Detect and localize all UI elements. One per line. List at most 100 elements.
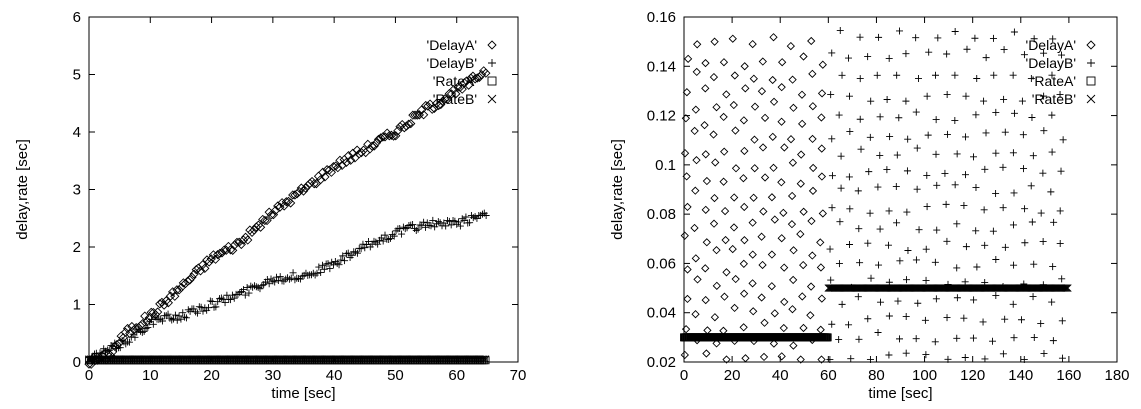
data-point [789, 159, 796, 166]
data-point [896, 257, 903, 264]
data-point [1000, 204, 1007, 211]
data-point [973, 263, 980, 270]
data-point [962, 133, 969, 140]
data-point [749, 251, 756, 258]
data-point [750, 194, 757, 201]
data-point [799, 293, 806, 300]
data-point [855, 293, 862, 300]
data-point [916, 226, 923, 233]
data-point [954, 150, 961, 157]
data-point [713, 282, 720, 289]
data-point [894, 298, 901, 305]
data-point [1058, 168, 1065, 175]
data-point [273, 274, 280, 281]
data-point [332, 258, 339, 265]
data-point [903, 313, 910, 320]
data-point [681, 232, 688, 239]
data-point [1037, 320, 1044, 327]
y-tick-label: 0.02 [647, 354, 676, 371]
data-point [758, 233, 765, 240]
x-tick-label: 140 [1008, 367, 1033, 384]
data-point [923, 172, 930, 179]
data-point [855, 225, 862, 232]
data-point [1019, 98, 1026, 105]
data-point [819, 90, 826, 97]
data-point [192, 308, 199, 315]
data-point [758, 294, 765, 301]
y-tick-label: 0.14 [647, 58, 676, 75]
data-point [770, 164, 777, 171]
data-point [903, 350, 910, 357]
data-point [450, 217, 457, 224]
y-tick-label: 3 [73, 182, 81, 199]
data-point [913, 109, 920, 116]
series-square [681, 334, 832, 341]
data-point [720, 59, 727, 66]
data-point [789, 76, 796, 83]
data-point [818, 145, 825, 152]
data-point [903, 276, 910, 283]
data-point [752, 103, 759, 110]
legend-marker [488, 95, 496, 103]
data-point [781, 144, 788, 151]
data-point [837, 27, 844, 34]
data-point [904, 247, 911, 254]
series-plus [826, 27, 1066, 363]
x-tick-label: 160 [1056, 367, 1081, 384]
data-point [846, 128, 853, 135]
data-point [740, 260, 747, 267]
data-point [692, 187, 699, 194]
data-point [712, 159, 719, 166]
legend-label: 'RateB' [1032, 91, 1076, 107]
data-point [864, 240, 871, 247]
data-point [442, 222, 449, 229]
data-point [835, 336, 842, 343]
x-axis-label: time [sec] [271, 385, 335, 402]
data-point [858, 146, 865, 153]
data-point [692, 311, 699, 318]
data-point [1031, 334, 1038, 341]
data-point [1060, 136, 1067, 143]
data-point [933, 116, 940, 123]
data-point [731, 304, 738, 311]
data-point [817, 326, 824, 333]
data-point [790, 104, 797, 111]
legend: 'DelayA''DelayB''RateA''RateB' [427, 37, 496, 107]
data-point [760, 144, 767, 151]
data-point [413, 227, 420, 234]
legend-marker [488, 77, 496, 85]
data-point [720, 178, 727, 185]
data-point [970, 153, 977, 160]
data-point [902, 50, 909, 57]
data-point [960, 315, 967, 322]
data-point [983, 129, 990, 136]
data-point [207, 297, 214, 304]
data-point [710, 74, 717, 81]
data-point [886, 207, 893, 214]
data-point [704, 327, 711, 334]
y-tick-label: 6 [73, 9, 81, 26]
data-point [933, 295, 940, 302]
data-point [761, 319, 768, 326]
data-point [962, 354, 969, 361]
data-point [836, 112, 843, 119]
data-point [894, 152, 901, 159]
data-point [1001, 46, 1008, 53]
y-axis-label: delay,rate [sec] [14, 139, 31, 240]
data-point [810, 164, 817, 171]
data-point [990, 228, 997, 235]
data-point [741, 290, 748, 297]
data-point [749, 219, 756, 226]
data-point [992, 292, 999, 299]
data-point [1021, 205, 1028, 212]
legend-marker [488, 41, 496, 49]
data-point [692, 106, 699, 113]
data-point [818, 114, 825, 121]
data-point [723, 91, 730, 98]
data-point [730, 102, 737, 109]
data-point [198, 304, 205, 311]
data-point [692, 255, 699, 262]
data-point [212, 303, 219, 310]
data-point [932, 72, 939, 79]
data-point [778, 353, 785, 360]
